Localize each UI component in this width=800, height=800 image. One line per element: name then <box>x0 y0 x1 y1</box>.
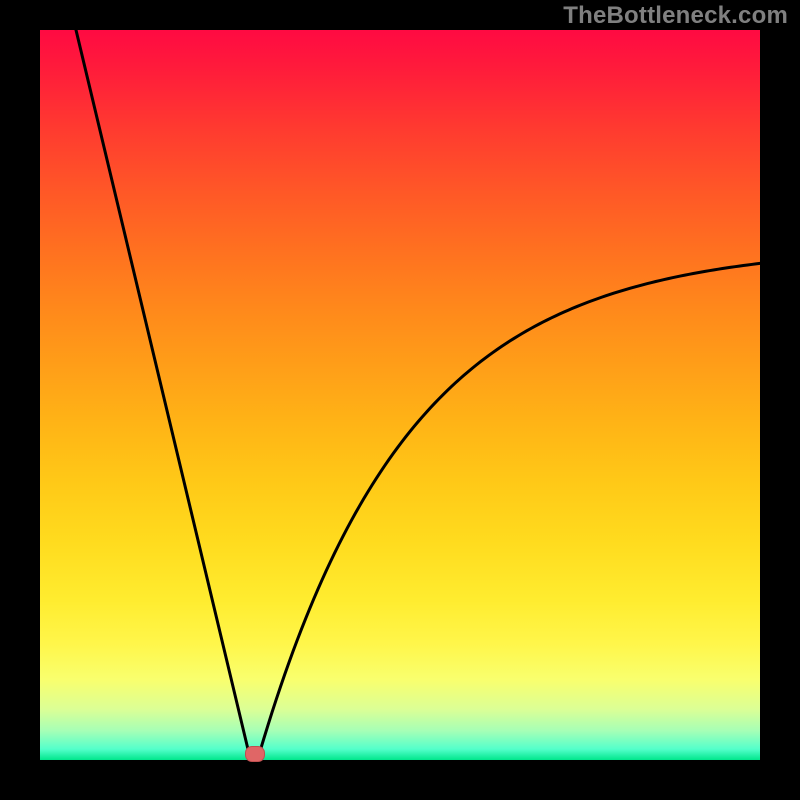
plot-area <box>40 30 760 760</box>
watermark-text: TheBottleneck.com <box>563 2 788 30</box>
chart-container: TheBottleneck.com <box>0 0 800 800</box>
gradient-background <box>40 30 760 760</box>
optimal-point-marker <box>245 746 265 762</box>
